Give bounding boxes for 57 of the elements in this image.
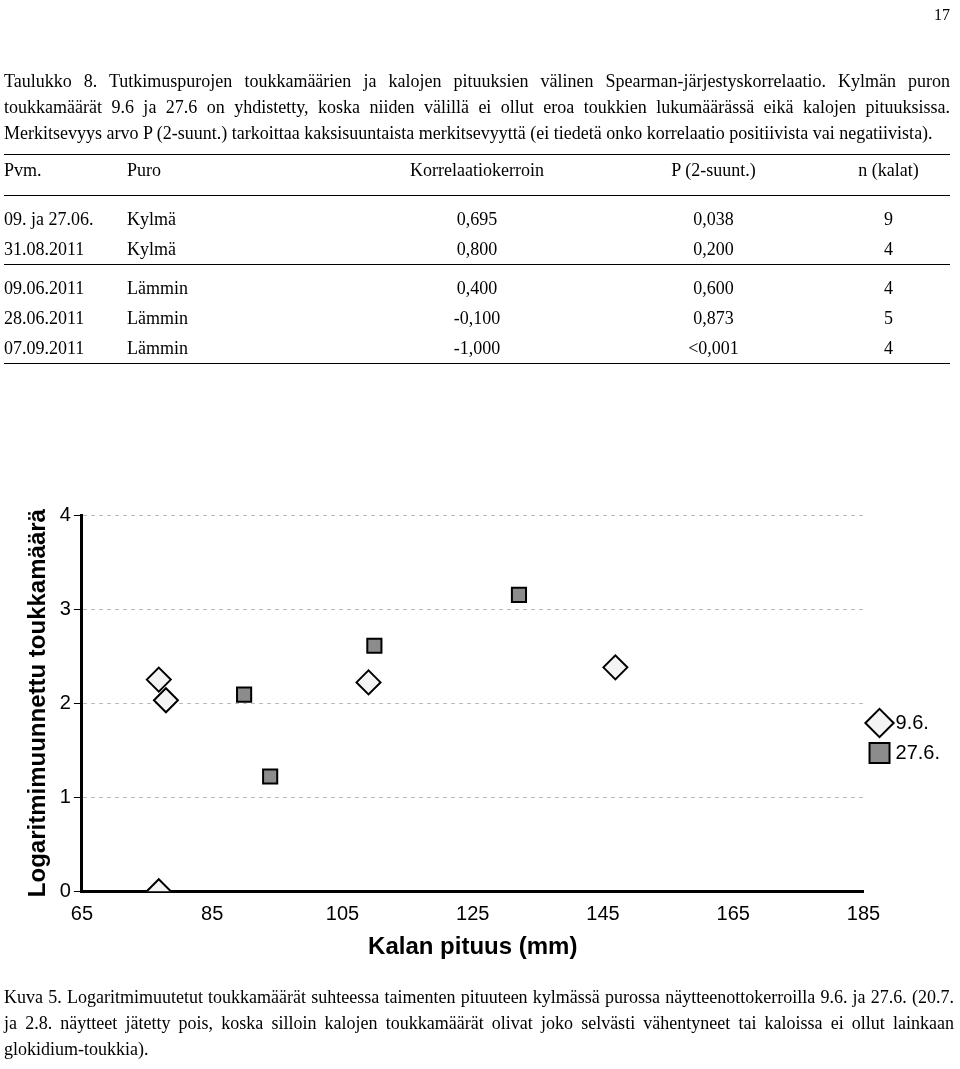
text: Lämmin — [126, 333, 354, 364]
text: 07.09.2011 — [4, 333, 127, 364]
point — [355, 669, 382, 696]
point — [510, 586, 528, 604]
text: 0,400 — [354, 264, 600, 303]
point — [262, 768, 279, 785]
point — [366, 637, 383, 654]
legend-label: 27.6. — [895, 740, 940, 763]
y-tick-label: 2 — [59, 690, 71, 713]
text: 0,873 — [692, 306, 735, 330]
text: 4 — [826, 333, 950, 364]
x-tick-label: 185 — [846, 901, 881, 924]
text: 09. ja 27.06. — [4, 207, 95, 231]
x-tick-label: 165 — [716, 901, 750, 924]
text: Lämmin — [126, 264, 354, 303]
text: 5 — [883, 306, 894, 330]
text: 17 — [934, 6, 950, 24]
text: Pvm. — [4, 154, 127, 196]
text: 31.08.2011 — [4, 237, 86, 261]
y-tick-label: 4 — [59, 502, 71, 525]
text: 4 — [826, 264, 950, 303]
point — [152, 687, 179, 714]
text: Kylmä — [126, 207, 177, 231]
y-tick-label: 3 — [59, 596, 71, 619]
x-tick-label: 105 — [325, 901, 360, 924]
text: 0,695 — [455, 207, 499, 231]
text: 0,600 — [599, 264, 827, 303]
x-tick-label: 125 — [456, 901, 490, 924]
text: 4 — [883, 237, 894, 261]
text: Kylmä — [126, 237, 177, 261]
legend-label: 9.6. — [895, 710, 929, 733]
text: -0,100 — [452, 306, 502, 330]
y-axis-title: Logaritmimuunnettu toukkamäärä — [23, 508, 51, 898]
text: P (2-suunt.) — [599, 154, 827, 196]
text: Lämmin — [126, 306, 189, 330]
y-tick-label: 0 — [59, 878, 71, 901]
point — [602, 654, 629, 681]
text: 0,800 — [455, 237, 499, 261]
point — [145, 666, 172, 693]
text: 0,038 — [692, 207, 735, 231]
x-tick-label: 65 — [70, 901, 94, 924]
text: Puro — [126, 154, 354, 196]
text: 0,200 — [692, 237, 735, 261]
text: n (kalat) — [826, 154, 950, 196]
text: Taulukko 8. Tutkimuspurojen toukkamäärien ja kalojen pituuksien välinen Spearman-järjestyskorrelaatio. Kylmän puron toukkamäärät 9.6 ja 27.6 on yhdistetty, koska niiden välillä ei ollut eroa toukkien lukumäärässä eikä kalojen pituuksissa. Merkitsevyys arvo P (2-suunt.) tarkoittaa kaksisuuntaista merkitsevyyttä (ei tiedetä onko korrelaatio positiivista vai negatiivista). — [4, 70, 950, 145]
text: Kuva 5. Logaritmimuutetut toukkamäärät suhteessa taimenten pituuteen kylmässä purossa näytteenottokerroilla 9.6. ja 27.6. (20.7. ja 2.8. näytteet jätetty pois, koska silloin kalojen toukkamäärät olivat joko selvästi vähentyneet tai kaloissa ei ollut lainkaan glokidium-toukkia). — [4, 986, 954, 1061]
y-tick-label: 1 — [59, 784, 71, 807]
text: Korrelaatiokerroin — [354, 154, 600, 196]
x-axis-title: Kalan pituus (mm) — [368, 932, 578, 960]
text: <0,001 — [599, 333, 827, 364]
text: 9 — [883, 207, 894, 231]
x-tick-label: 145 — [586, 901, 620, 924]
point — [236, 686, 253, 703]
text: 09.06.2011 — [4, 264, 127, 303]
text: 28.06.2011 — [4, 306, 86, 330]
text: -1,000 — [354, 333, 600, 364]
x-tick-label: 85 — [201, 901, 224, 924]
